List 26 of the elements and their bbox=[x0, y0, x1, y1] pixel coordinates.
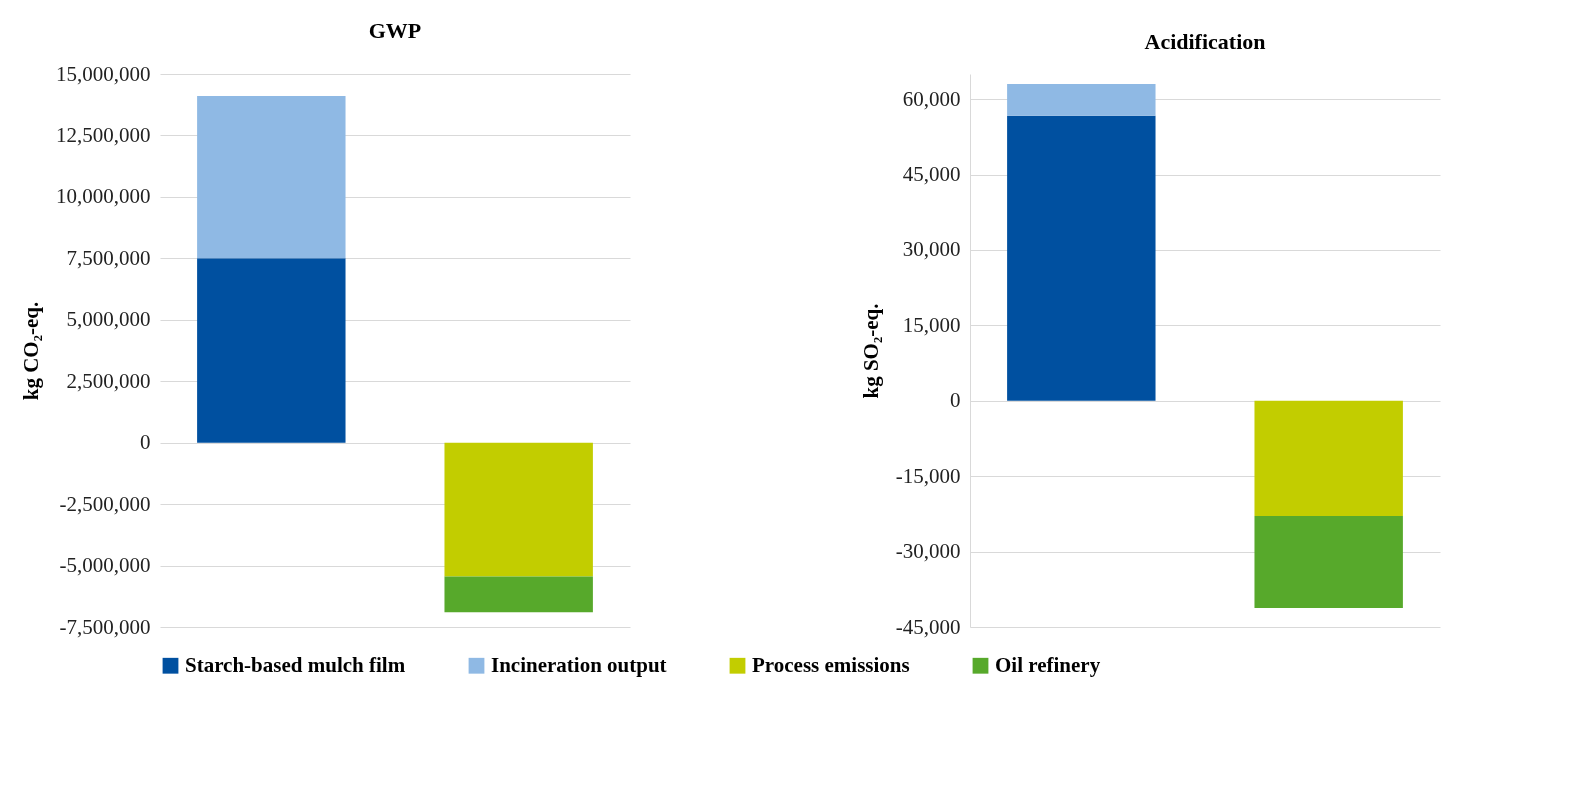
chart-title: Acidification bbox=[1144, 29, 1266, 54]
legend-label: Process emissions bbox=[752, 652, 910, 677]
y-tick-label: 45,000 bbox=[902, 162, 961, 187]
y-tick-label: -7,500,000 bbox=[59, 614, 151, 639]
y-tick-label: 0 bbox=[950, 388, 961, 413]
legend-label: Oil refinery bbox=[995, 652, 1101, 677]
y-tick-label: 0 bbox=[140, 430, 151, 455]
y-tick-label: 5,000,000 bbox=[66, 307, 151, 332]
y-tick-label: 15,000,000 bbox=[56, 61, 151, 86]
y-tick-label: 30,000 bbox=[902, 237, 961, 262]
y-axis-title: kg CO₂-eq. bbox=[19, 301, 43, 401]
y-tick-label: -5,000,000 bbox=[59, 553, 151, 578]
y-tick-label: 60,000 bbox=[902, 86, 961, 111]
y-tick-label: 12,500,000 bbox=[56, 122, 151, 147]
y-tick-label: 10,000,000 bbox=[56, 184, 151, 209]
y-tick-label: -30,000 bbox=[895, 539, 961, 564]
y-axis-title: kg SO₂-eq. bbox=[858, 303, 883, 399]
y-tick-label: -45,000 bbox=[895, 614, 961, 639]
y-tick-label: -15,000 bbox=[895, 463, 961, 488]
y-tick-label: -2,500,000 bbox=[59, 491, 151, 516]
chart-title: GWP bbox=[368, 18, 422, 43]
legend-label: Incineration output bbox=[491, 652, 667, 677]
y-tick-label: 2,500,000 bbox=[66, 368, 151, 393]
y-tick-label: 7,500,000 bbox=[66, 245, 151, 270]
y-tick-label: 15,000 bbox=[902, 312, 961, 337]
legend-label: Starch-based mulch film bbox=[185, 652, 406, 677]
